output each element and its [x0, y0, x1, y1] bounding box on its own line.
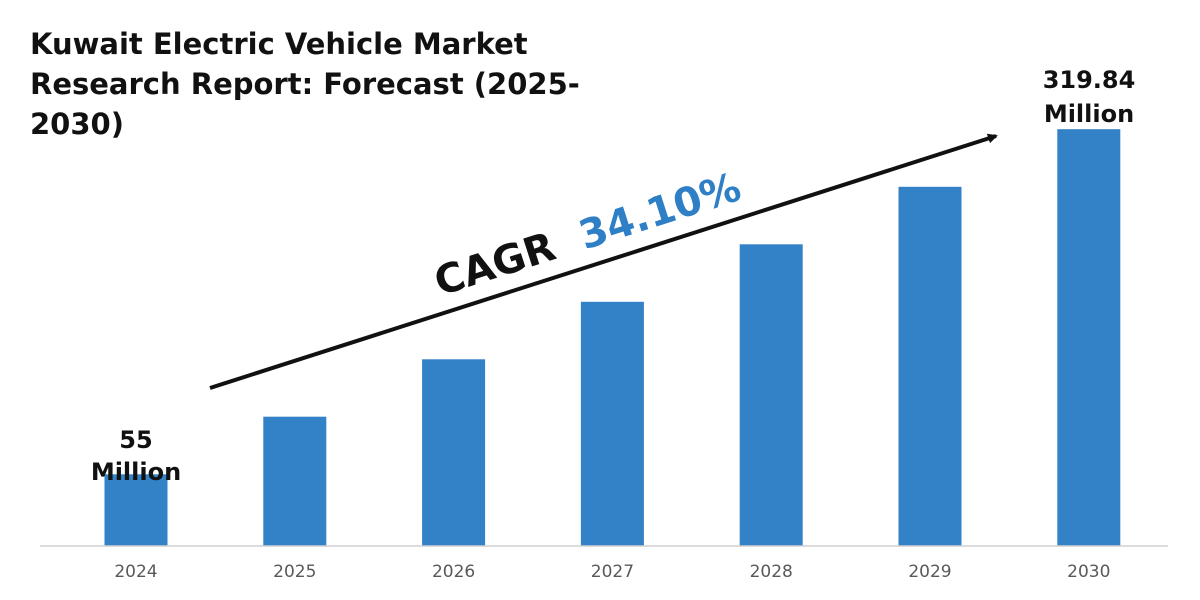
x-tick-2026: 2026	[432, 562, 475, 582]
bar-2024	[104, 474, 168, 546]
cagr-label: CAGR	[429, 224, 561, 306]
growth-arrow	[209, 133, 998, 390]
bar-2025	[263, 416, 327, 546]
bar-2026	[422, 359, 486, 546]
bars-group	[104, 129, 1121, 547]
x-tick-2030: 2030	[1067, 562, 1110, 582]
bar-2030	[1057, 129, 1121, 546]
x-tick-2029: 2029	[908, 562, 951, 582]
last-value-label: 319.84	[1043, 66, 1136, 94]
last-unit-label: Million	[1044, 100, 1134, 128]
cagr-annotation: CAGR 34.10%	[429, 164, 746, 305]
first-unit-label: Million	[91, 458, 181, 486]
chart-title: Kuwait Electric Vehicle Market Research …	[30, 27, 580, 141]
bar-2027	[580, 301, 644, 546]
bar-2028	[739, 244, 803, 547]
x-tick-2028: 2028	[750, 562, 793, 582]
bar-2029	[898, 186, 962, 547]
x-tick-2024: 2024	[114, 562, 157, 582]
first-value-label: 55	[119, 426, 152, 454]
x-tick-2027: 2027	[591, 562, 634, 582]
x-tick-2025: 2025	[273, 562, 316, 582]
x-tick-labels: 2024 2025 2026 2027 2028 2029 2030	[114, 562, 1110, 582]
